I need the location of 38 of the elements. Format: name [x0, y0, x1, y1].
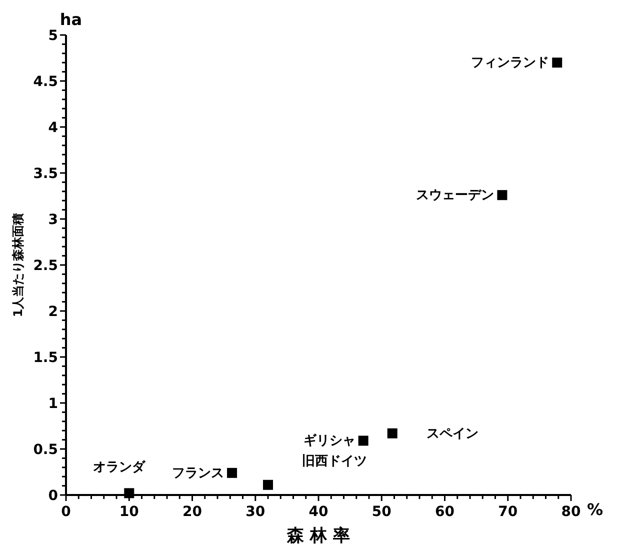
- x-tick-label: 50: [372, 504, 392, 520]
- point: [227, 468, 238, 478]
- point: [497, 190, 508, 200]
- y-tick-label: 1.5: [33, 350, 58, 366]
- x-tick-label: 80: [561, 504, 581, 520]
- y-tick-label: 0: [48, 488, 58, 504]
- annotation: フランス: [172, 466, 224, 481]
- x-tick-label: 0: [61, 504, 72, 520]
- point: [552, 58, 562, 68]
- point: [387, 428, 398, 438]
- y-tick-label: 2.5: [33, 258, 58, 274]
- annotation: スウェーデン: [416, 188, 494, 204]
- x-axis-title: 森 林 率: [286, 526, 350, 546]
- annotation: 旧西ドイツ: [302, 454, 367, 469]
- text: %: [586, 500, 604, 519]
- x-tick-label: 30: [246, 504, 266, 520]
- annotation: オランダ: [93, 460, 146, 476]
- y-axis-title: 1人当たり森林面積: [11, 212, 25, 318]
- y-tick-label: 4: [48, 120, 58, 136]
- text: ha: [60, 10, 82, 29]
- y-tick-label: 3.5: [33, 166, 58, 182]
- y-tick-label: 3: [48, 212, 58, 228]
- annotation: フィンランド: [471, 56, 550, 71]
- y-tick-label: 1: [48, 396, 58, 412]
- y-tick-label: 2: [48, 304, 58, 320]
- x-tick-label: 20: [182, 504, 202, 520]
- point: [358, 436, 368, 446]
- x-tick-label: 10: [119, 504, 140, 520]
- point: [124, 488, 134, 498]
- y-tick-label: 0.5: [33, 442, 58, 458]
- y-tick-label: 5: [48, 28, 58, 44]
- point: [263, 480, 273, 490]
- x-tick-label: 70: [498, 504, 518, 520]
- x-tick-label: 60: [435, 504, 455, 520]
- x-tick-label: 40: [308, 504, 328, 520]
- y-tick-label: 4.5: [33, 74, 58, 90]
- annotation: ギリシャ: [303, 434, 356, 449]
- annotation: スペイン: [426, 426, 478, 442]
